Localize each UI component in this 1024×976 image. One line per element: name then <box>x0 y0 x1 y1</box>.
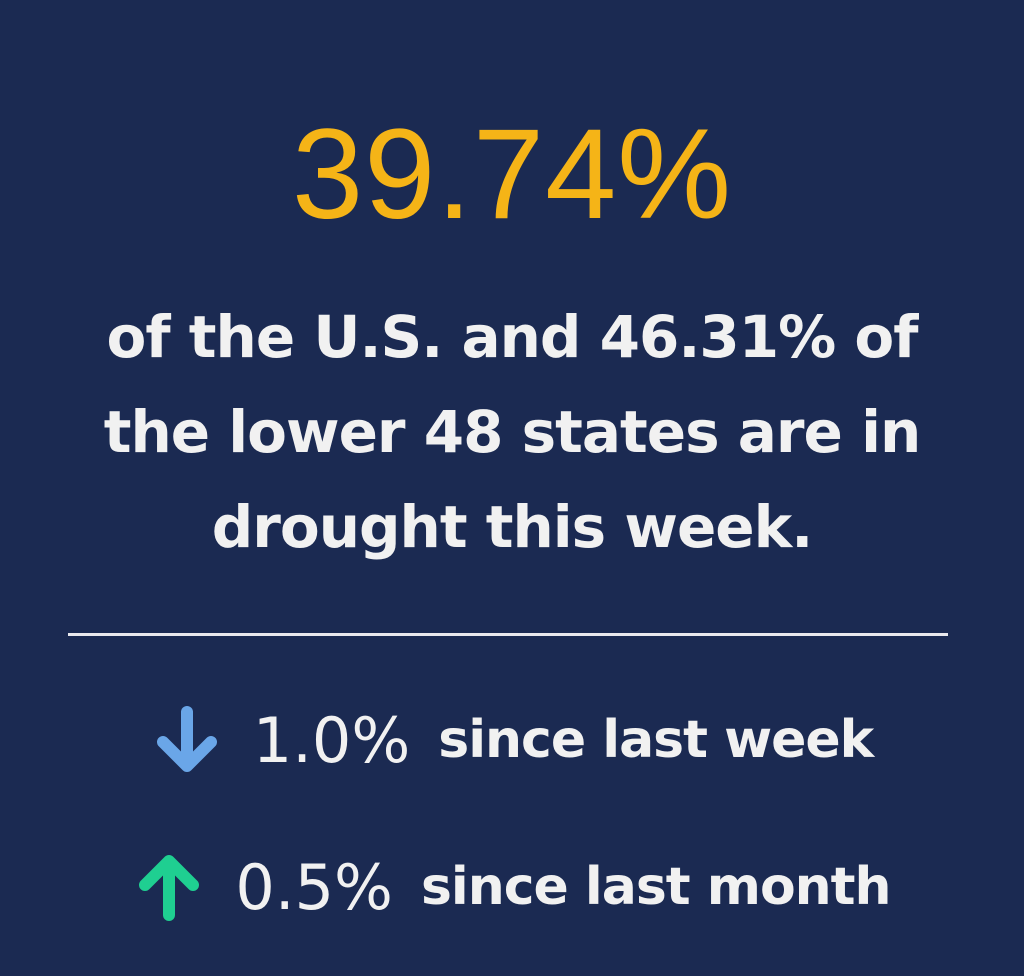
weekly-change-row: 1.0% since last week <box>0 695 1024 785</box>
summary-divider <box>68 633 948 636</box>
monthly-change-value: 0.5% <box>235 850 393 924</box>
monthly-change-label: since last month <box>420 857 892 917</box>
drought-description: of the U.S. and 46.31% of the lower 48 s… <box>103 303 922 561</box>
monthly-change-row: 0.5% since last month <box>0 842 1024 932</box>
weekly-change-value: 1.0% <box>252 703 411 777</box>
arrow-up-icon <box>139 855 200 921</box>
drought-percentage: 39.74% <box>291 103 733 246</box>
weekly-change-label: since last week <box>438 710 874 770</box>
arrow-down-icon <box>156 706 217 772</box>
